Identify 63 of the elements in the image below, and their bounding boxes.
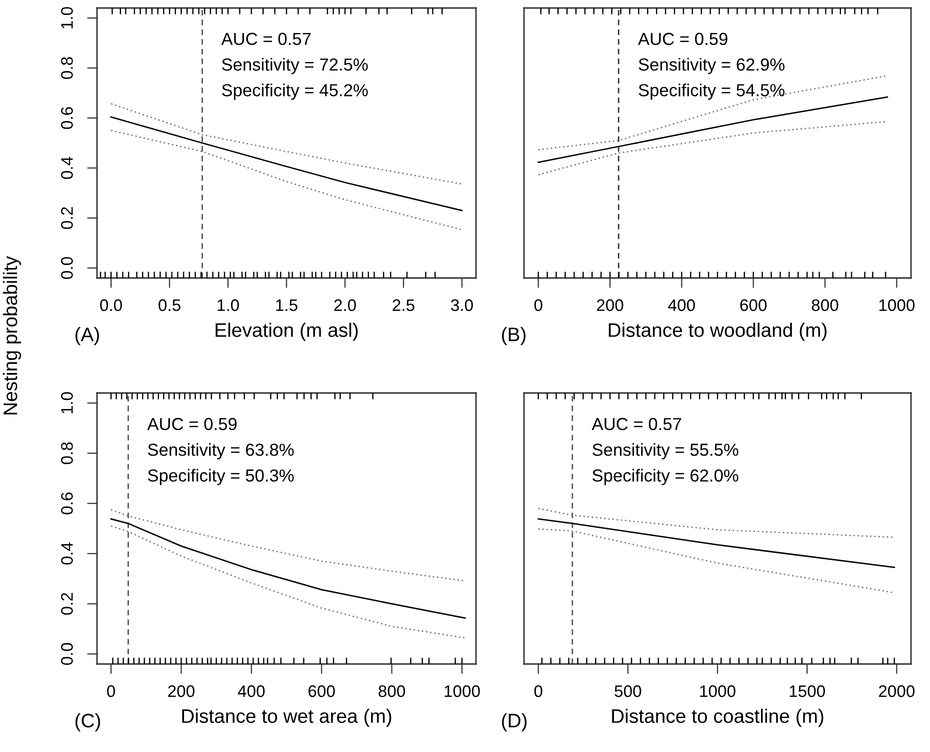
annotation: AUC = 0.57 (221, 32, 311, 46)
line-series (110, 525, 466, 639)
line-series (110, 103, 463, 185)
x-tick-label: 0 (107, 685, 116, 698)
x-tick-label: 1000 (700, 685, 736, 698)
text: (C) (75, 713, 100, 732)
y-axis-title: Nesting probability (2, 256, 22, 414)
y-tick-label: 1.0 (61, 7, 73, 28)
y-tick-label: 0.8 (61, 442, 73, 464)
annotation: Sensitivity = 62.9% (638, 58, 784, 74)
x-tick-label: 2.0 (334, 299, 356, 312)
y-tick-label: 0.4 (61, 542, 73, 565)
x-tick-label: 0 (534, 685, 542, 698)
x-axis-title: Distance to coastline (m) (612, 708, 824, 727)
y-tick-label: 0.6 (61, 107, 73, 129)
y-tick-label: 0.6 (61, 492, 73, 514)
x-tick-label: 2000 (878, 685, 915, 698)
y-tick-label: 0.8 (61, 57, 73, 79)
x-axis-title: Distance to woodland (m) (608, 322, 827, 341)
x-tick-label: 400 (668, 299, 695, 312)
x-tick-label: 200 (168, 685, 194, 698)
x-tick-label: 1500 (790, 685, 825, 698)
x-tick-label: 3.0 (451, 299, 473, 312)
x-tick-label: 0.5 (158, 299, 180, 312)
x-tick-label: 1000 (879, 299, 915, 312)
y-tick-label: 0.2 (61, 207, 73, 229)
x-tick-label: 1.5 (276, 299, 298, 312)
y-tick-label: 1.0 (61, 392, 73, 414)
line-series (110, 116, 463, 212)
x-tick-label: 1.0 (218, 299, 239, 312)
line-series (110, 518, 466, 619)
annotation: Specificity = 50.3% (148, 468, 294, 486)
annotation: Sensitivity = 63.8% (148, 443, 294, 460)
annotation: Specificity = 54.5% (638, 84, 784, 100)
line-series (110, 508, 466, 582)
y-tick-label: 0.0 (61, 643, 73, 665)
x-tick-label: 1000 (444, 685, 480, 698)
x-tick-label: 600 (740, 299, 767, 312)
x-axis-title: Elevation (m asl) (216, 322, 358, 341)
x-tick-label: 0 (534, 299, 542, 312)
y-tick-label: 0.0 (61, 257, 73, 279)
x-tick-label: 500 (614, 685, 642, 698)
line-series (110, 130, 463, 230)
x-tick-label: 400 (238, 685, 265, 698)
annotation: Sensitivity = 72.5% (222, 58, 368, 74)
annotation: AUC = 0.59 (147, 418, 237, 430)
x-tick-label: 800 (378, 685, 406, 698)
x-tick-label: 800 (812, 299, 838, 312)
x-tick-label: 2.5 (392, 299, 414, 312)
x-tick-label: 200 (596, 299, 624, 312)
annotation: Specificity = 45.2% (222, 84, 368, 100)
x-tick-label: 600 (308, 685, 335, 698)
y-tick-label: 0.2 (61, 593, 73, 615)
annotation: AUC = 0.57 (592, 418, 682, 430)
x-tick-label: 0.0 (100, 299, 122, 312)
y-tick-label: 0.4 (61, 156, 73, 179)
text: (D) (502, 713, 527, 732)
text: (B) (502, 326, 526, 346)
annotation: AUC = 0.59 (638, 32, 728, 46)
annotation: Sensitivity = 55.5% (592, 443, 738, 460)
annotation: Specificity = 62.0% (592, 468, 738, 486)
text: (A) (75, 326, 99, 346)
x-axis-title: Distance to wet area (m) (182, 708, 392, 727)
